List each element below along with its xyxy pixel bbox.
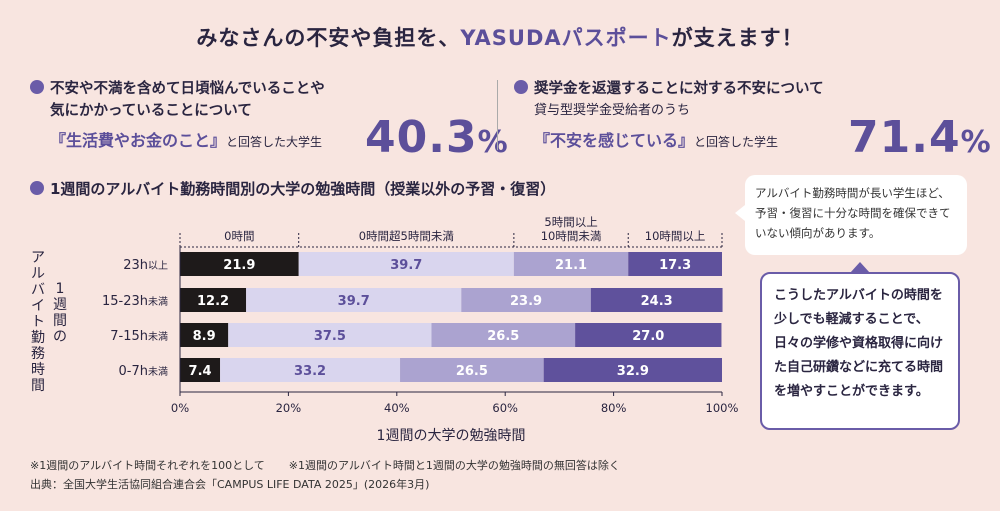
data-label: 32.9: [617, 364, 649, 379]
stat1-highlight: 『生活費やお金のこと』: [50, 131, 227, 150]
x-tick-label: 60%: [492, 401, 518, 415]
y-axis-label-char: 務: [31, 346, 45, 362]
data-label: 33.2: [294, 364, 326, 379]
data-label: 23.9: [510, 294, 542, 309]
bar-segment: [628, 252, 722, 276]
y-axis-label-char: 勤: [31, 330, 45, 346]
stat1-line1: 不安や不満を含めて日頃悩んでいることや: [50, 81, 325, 97]
category-label: 15-23h未満: [102, 294, 168, 309]
y-axis-label-char: 時: [31, 362, 45, 378]
data-label: 17.3: [659, 258, 691, 273]
chart-title: 1週間のアルバイト勤務時間別の大学の勉強時間（授業以外の予習・復習）: [30, 178, 555, 199]
y-axis-label-char: バ: [31, 282, 45, 298]
data-label: 7.4: [189, 364, 212, 379]
stat2-highlight: 『不安を感じている』: [534, 131, 695, 150]
page-title: みなさんの不安や負担を、YASUDAパスポートが支えます！: [0, 22, 1000, 52]
x-tick-label: 100%: [706, 401, 739, 415]
data-label: 37.5: [314, 329, 346, 344]
bar-segment: [228, 323, 432, 347]
stat-living-costs: 不安や不満を含めて日頃悩んでいることや 気にかかっていることについて 『生活費や…: [30, 78, 325, 155]
message-bubble-text: こうしたアルバイトの時間を少しでも軽減することで、日々の学修や資格取得に向けた自…: [774, 288, 944, 399]
data-label: 26.5: [487, 329, 519, 344]
category-label: 0-7h未満: [119, 364, 168, 379]
bullet-icon: [514, 80, 528, 94]
footnote-2: ※1週間のアルバイト時間と1週間の大学の勉強時間の無回答は除く: [288, 459, 620, 472]
data-label: 39.7: [338, 294, 370, 309]
bar-segment: [180, 358, 221, 382]
bar-segment: [220, 358, 401, 382]
data-label: 24.3: [641, 294, 673, 309]
y-axis-label-char: 間: [31, 378, 45, 394]
bar-segment: [461, 288, 591, 312]
x-tick-label: 0%: [171, 401, 189, 415]
data-label: 21.1: [555, 258, 587, 273]
data-label: 39.7: [390, 258, 422, 273]
stat-scholarship: 奨学金を返還することに対する不安について 貸与型奨学金受給者のうち 『不安を感じ…: [514, 78, 824, 155]
x-tick-label: 20%: [276, 401, 302, 415]
bubble-tail: [735, 205, 745, 221]
y-axis-label-char: ト: [31, 314, 45, 330]
stat2-line2: 貸与型奨学金受給者のうち: [534, 103, 691, 118]
bar-segment: [400, 358, 544, 382]
bar-segment: [180, 252, 299, 276]
stat2-line1: 奨学金を返還することに対する不安について: [534, 81, 824, 97]
footnote-1: ※1週間のアルバイト時間それぞれを100として: [30, 459, 265, 472]
footnotes: ※1週間のアルバイト時間それぞれを100として ※1週間のアルバイト時間と1週間の…: [30, 456, 644, 494]
legend-label-line: 10時間未満: [541, 229, 602, 243]
bar-segment: [513, 252, 629, 276]
bubble-tail: [850, 262, 870, 273]
y-axis-label-char: の: [53, 329, 67, 345]
bar-segment: [180, 288, 247, 312]
message-bubble: こうしたアルバイトの時間を少しでも軽減することで、日々の学修や資格取得に向けた自…: [760, 262, 960, 430]
bullet-icon: [30, 80, 44, 94]
legend-label: 10時間以上: [645, 229, 706, 243]
x-axis-label: 1週間の大学の勉強時間: [377, 428, 526, 444]
bar-segment: [180, 323, 229, 347]
data-label: 27.0: [632, 329, 664, 344]
source-note: 出典：全国大学生活協同組合連合会「CAMPUS LIFE DATA 2025」(…: [30, 478, 430, 491]
category-label: 7-15h未満: [110, 329, 168, 344]
data-label: 26.5: [456, 364, 488, 379]
bar-segment: [575, 323, 722, 347]
y-axis-label-char: イ: [31, 298, 45, 314]
stat1-line2: 気にかかっていることについて: [50, 103, 252, 119]
y-axis-label-char: 間: [53, 313, 67, 329]
note-bubble: アルバイト勤務時間が長い学生ほど、予習・復習に十分な時間を確保できていない傾向が…: [735, 175, 967, 255]
data-label: 21.9: [223, 258, 255, 273]
bar-segment: [431, 323, 576, 347]
data-label: 12.2: [197, 294, 229, 309]
bar-segment: [246, 288, 462, 312]
bullet-icon: [30, 181, 44, 195]
bar-segment: [543, 358, 722, 382]
legend-label: 0時間: [224, 229, 254, 243]
title-suffix: が支えます！: [671, 26, 804, 50]
y-axis-label-char: 週: [53, 297, 67, 313]
y-axis-label-char: 1: [56, 281, 65, 297]
stat1-highlight-suffix: と回答した大学生: [226, 135, 323, 149]
data-label: 8.9: [193, 329, 216, 344]
legend-label: 0時間超5時間未満: [359, 229, 454, 243]
bar-segment: [298, 252, 514, 276]
note-bubble-text: アルバイト勤務時間が長い学生ほど、予習・復習に十分な時間を確保できていない傾向が…: [755, 186, 951, 240]
title-prefix: みなさんの不安や負担を、: [196, 26, 461, 50]
stat2-highlight-suffix: と回答した学生: [694, 135, 779, 149]
x-tick-label: 80%: [601, 401, 627, 415]
category-label: 23h以上: [123, 258, 168, 273]
divider: [497, 80, 498, 150]
y-axis-label-char: ア: [31, 250, 45, 266]
bar-segment: [590, 288, 723, 312]
y-axis-label-char: ル: [31, 266, 45, 282]
legend-label-line: 5時間以上: [544, 215, 597, 229]
stat1-value: 40.3%: [365, 112, 509, 163]
x-tick-label: 40%: [384, 401, 410, 415]
stat2-value: 71.4%: [848, 112, 992, 163]
title-accent: YASUDAパスポート: [460, 26, 672, 50]
